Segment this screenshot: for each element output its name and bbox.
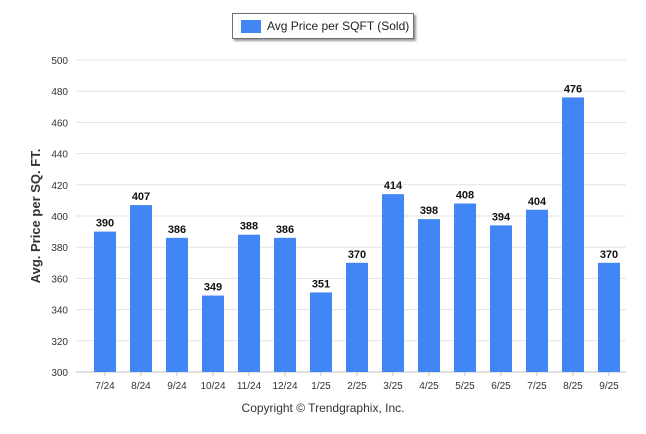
x-tick-label: 7/25: [527, 381, 547, 392]
bar[interactable]: [202, 295, 224, 372]
bar[interactable]: [274, 237, 296, 372]
bar[interactable]: [490, 225, 512, 372]
x-tick-label: 9/25: [599, 381, 619, 392]
legend-label: Avg Price per SQFT (Sold): [267, 19, 410, 33]
bar[interactable]: [598, 262, 620, 372]
y-tick-label: 380: [51, 243, 68, 254]
x-tick-label: 12/24: [272, 381, 297, 392]
x-tick-label: 4/25: [419, 381, 439, 392]
y-tick-label: 340: [51, 306, 68, 317]
bar-value-label: 398: [420, 205, 438, 217]
y-tick-label: 320: [51, 337, 68, 348]
bar[interactable]: [562, 97, 584, 372]
y-tick-label: 500: [51, 56, 68, 67]
bar-value-label: 476: [564, 83, 582, 95]
x-tick-label: 1/25: [311, 381, 331, 392]
bar[interactable]: [94, 231, 116, 372]
y-tick-label: 440: [51, 150, 68, 161]
x-tick-label: 9/24: [167, 381, 187, 392]
y-tick-label: 480: [51, 87, 68, 98]
bar-value-label: 414: [384, 180, 403, 192]
bar[interactable]: [346, 262, 368, 372]
bars: [94, 97, 620, 372]
bar[interactable]: [130, 205, 152, 372]
bar[interactable]: [166, 237, 188, 372]
bar-value-label: 394: [492, 211, 511, 223]
x-tick-label: 11/24: [237, 381, 262, 392]
bar-value-label: 370: [348, 249, 366, 261]
bar[interactable]: [526, 209, 548, 372]
bar-value-label: 408: [456, 190, 474, 202]
bar-value-label: 390: [96, 218, 114, 230]
bar-value-label: 386: [276, 224, 294, 236]
bar[interactable]: [382, 194, 404, 372]
bar-value-label: 388: [240, 221, 258, 233]
bar[interactable]: [310, 292, 332, 372]
legend[interactable]: Avg Price per SQFT (Sold): [232, 13, 414, 39]
bar-value-label: 351: [312, 278, 330, 290]
legend-swatch: [241, 19, 261, 33]
bar[interactable]: [454, 203, 476, 372]
x-axis-ticks: 7/24 8/24 9/24 10/24 11/24 12/24 1/25 2/25 3/25 4…: [95, 372, 619, 392]
x-tick-label: 2/25: [347, 381, 367, 392]
copyright-footer: Copyright © Trendgraphix, Inc.: [241, 401, 405, 415]
y-axis-ticks: 300 320 340 360 380 400 420 440 460 480 500: [51, 56, 68, 379]
x-tick-label: 3/25: [383, 381, 403, 392]
bar-value-label: 349: [204, 282, 222, 294]
x-tick-label: 5/25: [455, 381, 475, 392]
x-tick-label: 8/25: [563, 381, 583, 392]
x-tick-label: 8/24: [131, 381, 151, 392]
y-tick-label: 420: [51, 181, 68, 192]
y-tick-label: 300: [51, 368, 68, 379]
bar-value-label: 407: [132, 191, 150, 203]
bar[interactable]: [418, 219, 440, 372]
data-labels: 390 407 386 349 388 386 351 370 414 398 408 394 404 4…: [96, 83, 618, 293]
x-tick-label: 6/25: [491, 381, 511, 392]
bar-value-label: 386: [168, 224, 186, 236]
y-tick-label: 400: [51, 212, 68, 223]
x-tick-label: 7/24: [95, 381, 115, 392]
y-tick-label: 360: [51, 274, 68, 285]
bar[interactable]: [238, 234, 260, 372]
bar-value-label: 404: [528, 196, 547, 208]
y-axis-label: Avg. Price per SQ. FT.: [28, 149, 43, 284]
y-tick-label: 460: [51, 118, 68, 129]
x-tick-label: 10/24: [200, 381, 225, 392]
bar-value-label: 370: [600, 249, 618, 261]
